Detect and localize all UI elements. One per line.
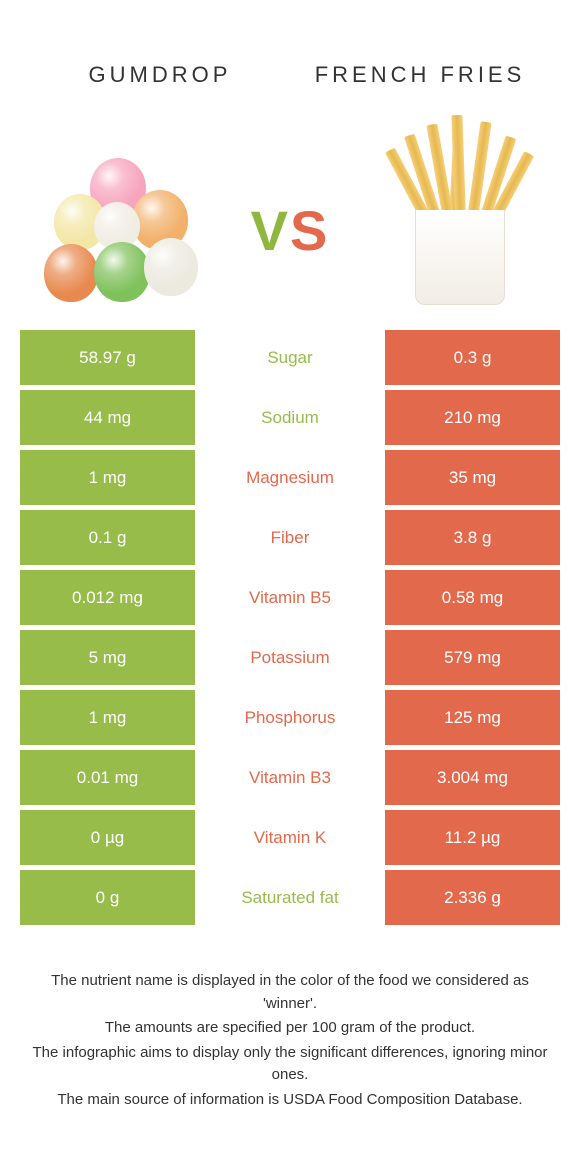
nutrient-label: Fiber bbox=[195, 510, 385, 565]
right-value: 579 mg bbox=[385, 630, 560, 685]
left-value: 5 mg bbox=[20, 630, 195, 685]
nutrient-label: Magnesium bbox=[195, 450, 385, 505]
footnote-line: The amounts are specified per 100 gram o… bbox=[30, 1017, 550, 1040]
table-row: 0.1 gFiber3.8 g bbox=[20, 510, 560, 565]
table-row: 0.01 mgVitamin B33.004 mg bbox=[20, 750, 560, 805]
left-value: 1 mg bbox=[20, 690, 195, 745]
right-food-title: FRENCH FRIES bbox=[290, 61, 550, 90]
footnote-line: The infographic aims to display only the… bbox=[30, 1042, 550, 1087]
right-value: 3.004 mg bbox=[385, 750, 560, 805]
right-value: 0.58 mg bbox=[385, 570, 560, 625]
footnote-line: The nutrient name is displayed in the co… bbox=[30, 970, 550, 1015]
nutrient-label: Vitamin K bbox=[195, 810, 385, 865]
left-value: 0.01 mg bbox=[20, 750, 195, 805]
nutrient-label: Vitamin B3 bbox=[195, 750, 385, 805]
left-food-title: GUMDROP bbox=[30, 61, 290, 90]
table-row: 0.012 mgVitamin B50.58 mg bbox=[20, 570, 560, 625]
nutrient-label: Potassium bbox=[195, 630, 385, 685]
images-row: VS bbox=[0, 130, 580, 330]
nutrient-label: Phosphorus bbox=[195, 690, 385, 745]
table-row: 1 mgMagnesium35 mg bbox=[20, 450, 560, 505]
left-value: 0.1 g bbox=[20, 510, 195, 565]
nutrient-label: Saturated fat bbox=[195, 870, 385, 925]
header-row: GUMDROP FRENCH FRIES bbox=[0, 0, 580, 130]
fries-image bbox=[370, 140, 550, 320]
table-row: 58.97 gSugar0.3 g bbox=[20, 330, 560, 385]
right-value: 125 mg bbox=[385, 690, 560, 745]
left-value: 0 µg bbox=[20, 810, 195, 865]
table-row: 1 mgPhosphorus125 mg bbox=[20, 690, 560, 745]
nutrient-label: Sodium bbox=[195, 390, 385, 445]
right-value: 35 mg bbox=[385, 450, 560, 505]
nutrient-label: Vitamin B5 bbox=[195, 570, 385, 625]
right-value: 210 mg bbox=[385, 390, 560, 445]
left-value: 0 g bbox=[20, 870, 195, 925]
left-value: 0.012 mg bbox=[20, 570, 195, 625]
right-value: 0.3 g bbox=[385, 330, 560, 385]
right-value: 11.2 µg bbox=[385, 810, 560, 865]
left-value: 58.97 g bbox=[20, 330, 195, 385]
nutrient-label: Sugar bbox=[195, 330, 385, 385]
left-value: 44 mg bbox=[20, 390, 195, 445]
table-row: 5 mgPotassium579 mg bbox=[20, 630, 560, 685]
footnotes: The nutrient name is displayed in the co… bbox=[0, 930, 580, 1111]
vs-label: VS bbox=[251, 198, 330, 263]
right-value: 2.336 g bbox=[385, 870, 560, 925]
left-value: 1 mg bbox=[20, 450, 195, 505]
footnote-line: The main source of information is USDA F… bbox=[30, 1089, 550, 1112]
gumdrop-image bbox=[30, 140, 210, 320]
nutrition-table: 58.97 gSugar0.3 g44 mgSodium210 mg1 mgMa… bbox=[0, 330, 580, 925]
table-row: 0 µgVitamin K11.2 µg bbox=[20, 810, 560, 865]
table-row: 0 gSaturated fat2.336 g bbox=[20, 870, 560, 925]
right-value: 3.8 g bbox=[385, 510, 560, 565]
table-row: 44 mgSodium210 mg bbox=[20, 390, 560, 445]
